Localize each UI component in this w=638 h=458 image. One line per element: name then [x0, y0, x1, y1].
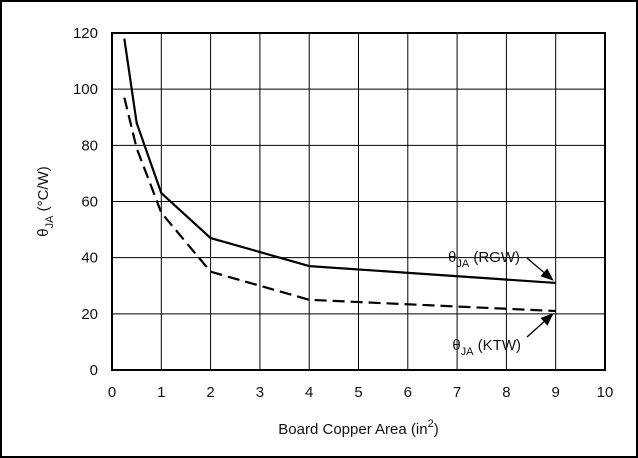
x-tick-label: 8: [502, 384, 510, 401]
plot-border: [111, 32, 606, 371]
x-tick-label: 6: [404, 384, 412, 401]
y-tick-label: 100: [73, 81, 98, 98]
x-tick-label: 2: [206, 384, 214, 401]
x-tick-label: 4: [305, 384, 313, 401]
grid: [111, 32, 606, 371]
y-tick-label: 0: [90, 362, 98, 379]
y-tick-label: 120: [73, 25, 98, 42]
series-lines: [123, 38, 556, 313]
y-axis-label: θJA (°C/W): [35, 166, 56, 237]
x-tick-label: 10: [597, 384, 614, 401]
x-tick-label: 1: [157, 384, 165, 401]
x-tick-label: 3: [256, 384, 264, 401]
y-tick-label: 20: [81, 306, 98, 323]
y-tick-label: 80: [81, 137, 98, 154]
x-tick-label: 5: [354, 384, 362, 401]
x-axis-label: Board Copper Area (in2): [278, 418, 438, 438]
x-tick-label: 0: [108, 384, 116, 401]
x-tick-label: 7: [453, 384, 461, 401]
y-tick-label: 40: [81, 250, 98, 267]
annotations: θJA (RGW) θJA (KTW): [448, 249, 554, 358]
annotation-arrow-ktw: [526, 313, 554, 338]
series-line-0: [123, 38, 556, 285]
x-tick-label: 9: [552, 384, 560, 401]
annotation-arrow-rgw: [526, 257, 554, 281]
y-tick-label: 60: [81, 194, 98, 211]
annotation-ktw: θJA (KTW): [452, 337, 521, 358]
series-line-1: [123, 97, 556, 313]
annotation-rgw: θJA (RGW): [448, 249, 520, 270]
